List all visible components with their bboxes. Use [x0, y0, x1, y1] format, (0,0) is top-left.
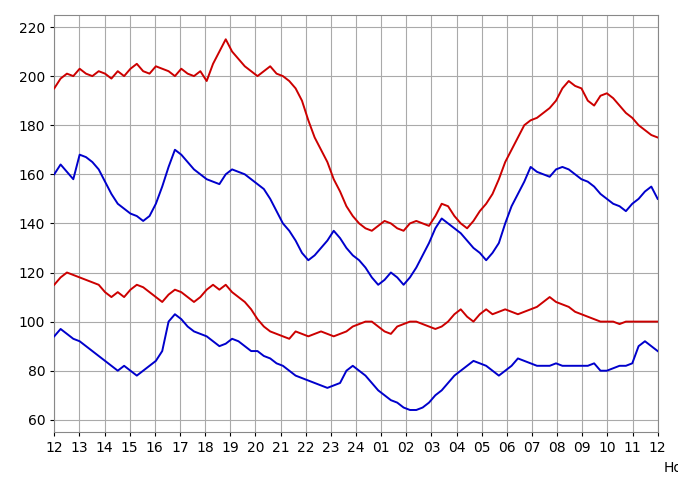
Text: Hour: Hour [664, 462, 678, 475]
